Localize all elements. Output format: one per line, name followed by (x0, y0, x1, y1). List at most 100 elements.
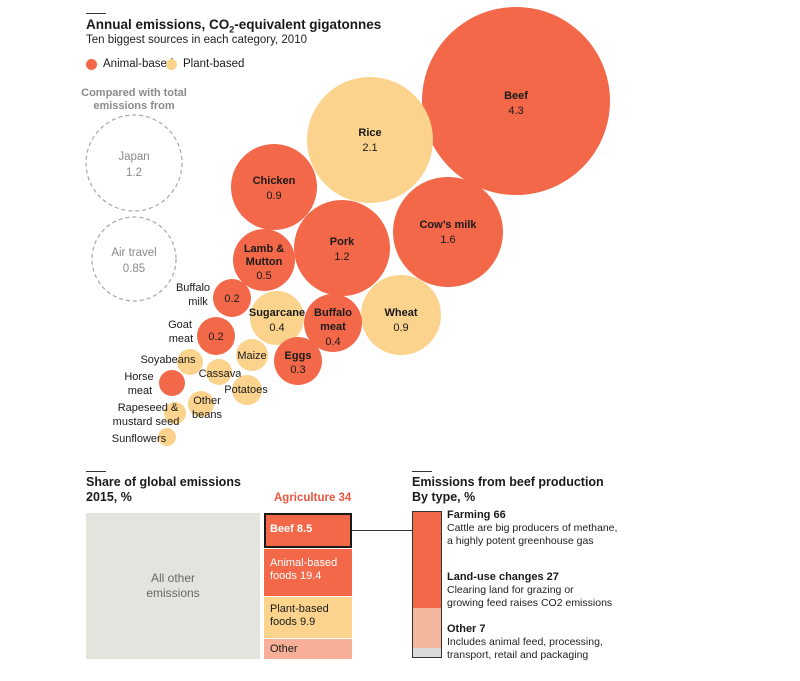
bubble-eggs-value: 0.3 (290, 364, 305, 376)
goat-meat-label1: Goat (168, 319, 192, 331)
bubble-wheat-label: Wheat (385, 307, 418, 319)
potatoes-label: Potatoes (224, 384, 268, 396)
other-beans-label2: beans (192, 409, 222, 421)
bubble-beef-label: Beef (504, 90, 528, 102)
legend-animal: Animal-based (86, 58, 173, 70)
bubble-lamb-label1: Lamb & (244, 243, 284, 255)
all-other-line1: All other (150, 571, 196, 585)
bubble-cows-milk-value: 1.6 (440, 234, 455, 246)
soyabeans-label: Soyabeans (140, 354, 196, 366)
bubble-pork (294, 200, 390, 296)
reference-air-travel-value: 0.85 (123, 263, 145, 275)
bubble-goat-meat-value: 0.2 (208, 331, 223, 343)
reference-circle-japan (85, 114, 183, 212)
agri-animal-line2: foods 19.4 (270, 570, 322, 582)
share-rule (86, 471, 106, 472)
beef-rule (412, 471, 432, 472)
share-subtitle: 2015, % (86, 490, 132, 504)
bubble-pork-label: Pork (330, 236, 355, 248)
all-other-line2: emissions (146, 586, 200, 600)
chart-title: Annual emissions, CO2-equivalent gigaton… (86, 17, 381, 38)
agri-plant-line2: foods 9.9 (270, 616, 316, 628)
agri-plant-block (264, 597, 352, 638)
beef-landuse-segment (412, 608, 442, 648)
chart-title-suffix: -equivalent gigatonnes (234, 17, 382, 32)
bubble-lamb-label2: Mutton (246, 256, 283, 268)
beef-other-annotation: Other 7 Includes animal feed, processing… (447, 623, 603, 662)
agri-other-block (264, 639, 352, 659)
agri-beef-label: Beef 8.5 (270, 523, 313, 535)
buffalo-milk-label2: milk (188, 296, 208, 308)
bubble-horse-meat (159, 370, 185, 396)
beef-landuse-title: Land-use changes 27 (447, 571, 559, 583)
reference-japan-name: Japan (118, 151, 149, 163)
chart-title-prefix: Annual emissions, CO (86, 17, 230, 32)
buffalo-milk-label1: Buffalo (176, 282, 210, 294)
beef-other-desc1: Includes animal feed, processing, (447, 636, 603, 648)
goat-meat-label2: meat (169, 333, 193, 345)
beef-other-desc2: transport, retail and packaging (447, 649, 589, 661)
bubble-lamb-value: 0.5 (256, 270, 271, 282)
reference-japan-value: 1.2 (126, 167, 142, 179)
bubble-goat-meat (197, 317, 235, 355)
legend-plant-label: Plant-based (183, 58, 245, 70)
legend-animal-label: Animal-based (103, 58, 174, 70)
bubble-buffalo-milk (213, 279, 251, 317)
reference-heading-line2: emissions from (93, 100, 175, 112)
bubble-soyabeans (177, 349, 203, 375)
horse-meat-label1: Horse (124, 371, 153, 383)
bubble-buffalo-milk-value: 0.2 (224, 293, 239, 305)
bubble-lamb-mutton (233, 229, 295, 291)
agriculture-title: Agriculture 34 (274, 492, 352, 504)
bubble-eggs (274, 337, 322, 385)
agri-animal-label: Animal-based foods 19.4 (270, 557, 337, 583)
reference-circle-air-travel (91, 216, 177, 302)
beef-other-segment (412, 648, 442, 658)
bubble-buffalo-meat-label1: Buffalo (314, 307, 352, 319)
all-other-emissions-label: All other emissions (86, 571, 260, 601)
bubble-chicken (231, 144, 317, 230)
chart-subtitle: Ten biggest sources in each category, 20… (86, 34, 307, 46)
bubble-potatoes (232, 375, 262, 405)
beef-landuse-annotation: Land-use changes 27 Clearing land for gr… (447, 571, 612, 610)
beef-bar-outline (412, 511, 442, 658)
bubble-buffalo-meat (304, 294, 362, 352)
bubble-chart: Japan 1.2 Air travel 0.85 Beef 4.3 Rice … (85, 7, 610, 446)
cassava-label: Cassava (199, 368, 243, 380)
maize-label: Maize (237, 350, 266, 362)
reference-heading: Compared with total emissions from (74, 87, 194, 113)
agri-animal-line1: Animal-based (270, 557, 338, 569)
bubble-sugarcane (250, 291, 304, 345)
share-title: Share of global emissions (86, 475, 241, 489)
beef-production-title: Emissions from beef production (412, 475, 604, 489)
rapeseed-label1: Rapeseed & (118, 402, 179, 414)
bubble-rice (307, 77, 433, 203)
bubble-eggs-label: Eggs (285, 350, 312, 362)
bubble-rice-label: Rice (358, 127, 381, 139)
bubble-rapeseed (164, 402, 186, 424)
bubble-sugarcane-value: 0.4 (269, 322, 284, 334)
legend-animal-swatch (86, 58, 97, 70)
bubble-chicken-value: 0.9 (266, 190, 281, 202)
bubble-beef-value: 4.3 (508, 105, 523, 117)
bubble-wheat (361, 275, 441, 355)
bubble-maize (236, 339, 268, 371)
beef-farming-desc1: Cattle are big producers of methane, (447, 522, 618, 534)
bubble-beef (422, 7, 610, 195)
beef-connector-line (352, 530, 412, 531)
bubble-cows-milk (393, 177, 503, 287)
bubble-rice-value: 2.1 (362, 142, 377, 154)
agri-beef-block (264, 513, 352, 548)
beef-farming-title: Farming 66 (447, 509, 506, 521)
agri-plant-label: Plant-based foods 9.9 (270, 603, 329, 629)
legend-plant-swatch (166, 58, 177, 70)
chart-title-subscript: 2 (229, 24, 235, 35)
all-other-emissions-block (86, 513, 260, 659)
beef-production-subtitle: By type, % (412, 490, 476, 504)
horse-meat-label2: meat (128, 385, 152, 397)
beef-other-title: Other 7 (447, 623, 486, 635)
beef-farming-annotation: Farming 66 Cattle are big producers of m… (447, 509, 617, 548)
agri-other-label: Other (270, 643, 298, 655)
agri-plant-line1: Plant-based (270, 603, 329, 615)
beef-landuse-desc1: Clearing land for grazing or (447, 584, 574, 596)
